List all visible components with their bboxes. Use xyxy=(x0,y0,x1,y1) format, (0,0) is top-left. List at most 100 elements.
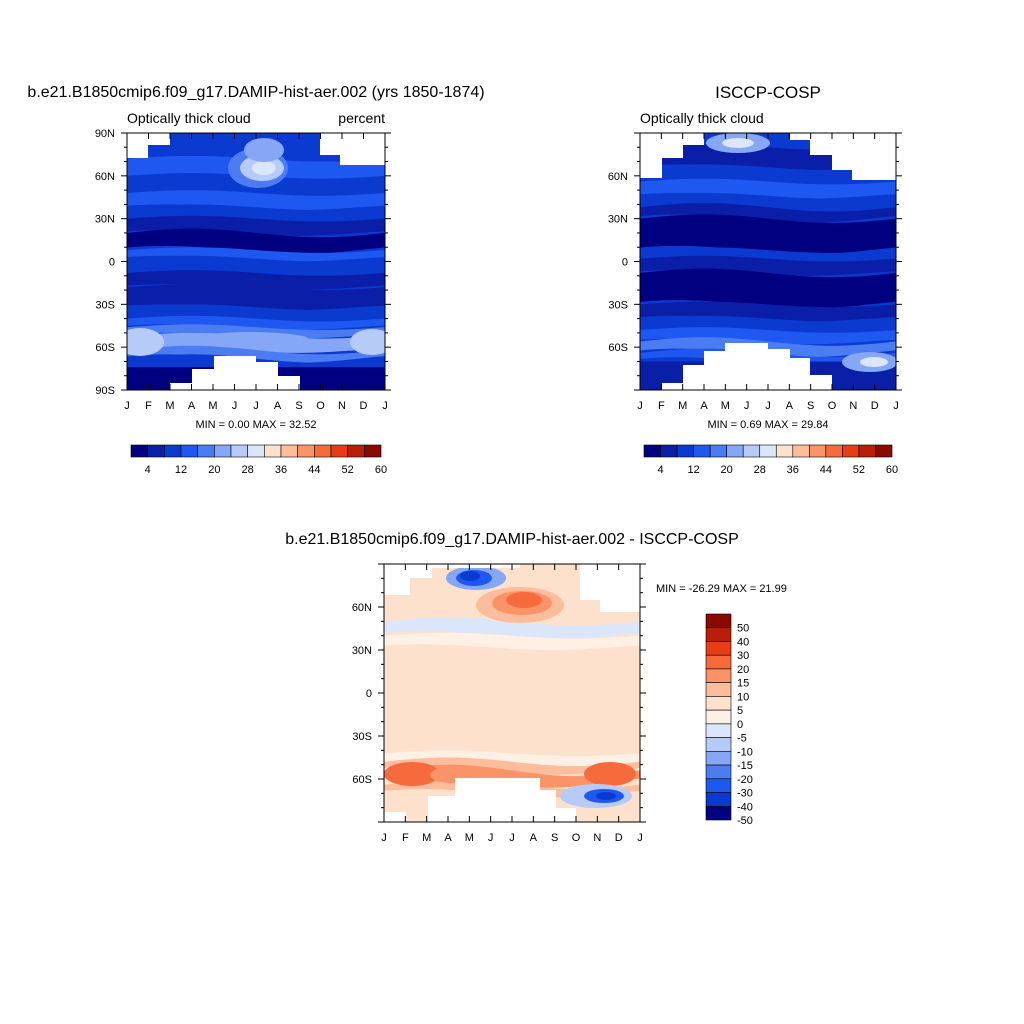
colorbar-swatch xyxy=(726,444,744,458)
contour-band xyxy=(640,214,896,255)
missing-data-mask xyxy=(127,133,170,158)
contour-blob xyxy=(722,138,754,148)
contour-blob xyxy=(584,762,636,786)
colorbar-swatch xyxy=(364,444,382,458)
colorbar-label: 12 xyxy=(687,464,699,476)
x-tick-label: J xyxy=(893,400,899,412)
obs-minmax: MIN = 0.69 MAX = 29.84 xyxy=(707,419,828,431)
x-tick-label: F xyxy=(402,832,409,844)
x-tick-label: J xyxy=(253,400,259,412)
colorbar-swatch xyxy=(759,444,777,458)
colorbar-label: 30 xyxy=(737,650,749,662)
colorbar-label: 40 xyxy=(737,636,749,648)
y-tick-label: 0 xyxy=(109,257,115,269)
colorbar-swatch xyxy=(297,444,315,458)
colorbar-label: 60 xyxy=(886,464,898,476)
contour-blob xyxy=(860,357,888,367)
missing-data-mask xyxy=(170,356,300,390)
y-tick-label: 90S xyxy=(95,385,115,397)
x-tick-label: F xyxy=(658,400,665,412)
contour-band xyxy=(640,192,896,211)
colorbar-label: 60 xyxy=(375,464,387,476)
y-tick-label: 0 xyxy=(622,257,628,269)
colorbar-swatch xyxy=(705,641,732,656)
y-tick-label: 30S xyxy=(95,299,115,311)
colorbar-swatch xyxy=(693,444,711,458)
colorbar-swatch xyxy=(676,444,694,458)
colorbar-swatch xyxy=(130,444,148,458)
colorbar-swatch xyxy=(660,444,678,458)
x-tick-label: O xyxy=(316,400,325,412)
colorbar-swatch xyxy=(247,444,265,458)
contour-band xyxy=(384,617,640,640)
diff-title: b.e21.B1850cmip6.f09_g17.DAMIP-hist-aer.… xyxy=(285,531,739,548)
colorbar-swatch xyxy=(775,444,794,458)
colorbar-label: 20 xyxy=(721,464,733,476)
x-tick-label: S xyxy=(295,400,302,412)
model-left-label: Optically thick cloud xyxy=(127,110,251,126)
colorbar-label: 44 xyxy=(308,464,320,476)
colorbar-label: 20 xyxy=(208,464,220,476)
obs-left-label: Optically thick cloud xyxy=(640,110,764,126)
x-tick-label: J xyxy=(124,400,130,412)
colorbar-swatch xyxy=(705,696,732,711)
contour-blob xyxy=(665,280,825,300)
x-tick-label: O xyxy=(572,832,581,844)
x-tick-label: J xyxy=(488,832,494,844)
contour-band xyxy=(640,301,896,322)
diff-axis-ticks: J F M A M J J A S O N D J 60S 30S 0 30N 60N xyxy=(352,563,646,844)
contour-band xyxy=(640,255,896,276)
y-tick-label: 0 xyxy=(366,688,372,700)
model-title: b.e21.B1850cmip6.f09_g17.DAMIP-hist-aer.… xyxy=(27,84,484,101)
y-tick-label: 60S xyxy=(352,774,372,786)
x-tick-label: A xyxy=(188,400,196,412)
colorbar-swatch xyxy=(705,682,732,697)
x-tick-label: J xyxy=(381,832,387,844)
contour-blob xyxy=(596,792,616,800)
x-tick-label: F xyxy=(145,400,152,412)
x-tick-label: M xyxy=(422,832,431,844)
model-right-label: percent xyxy=(338,110,385,126)
colorbar-label: -10 xyxy=(737,746,753,758)
colorbar-swatch xyxy=(875,444,893,458)
x-tick-label: J xyxy=(637,400,643,412)
colorbar-label: 5 xyxy=(737,705,743,717)
contour-band xyxy=(127,345,385,363)
colorbar-swatch xyxy=(147,444,165,458)
missing-data-mask xyxy=(790,133,896,180)
contour-blob xyxy=(460,571,480,581)
x-tick-label: J xyxy=(637,832,643,844)
colorbar-swatch xyxy=(705,668,732,683)
colorbar-swatch xyxy=(705,778,732,793)
colorbar-swatch xyxy=(705,764,732,780)
contour-band xyxy=(640,315,896,333)
x-tick-label: J xyxy=(765,400,771,412)
colorbar-swatch xyxy=(705,792,732,807)
colorbar-label: 44 xyxy=(820,464,832,476)
colorbar-label: 4 xyxy=(145,464,151,476)
contour-blob xyxy=(156,234,244,246)
colorbar-swatch xyxy=(705,627,732,642)
missing-data-mask xyxy=(580,564,640,612)
colorbar-swatch xyxy=(842,444,860,458)
x-tick-label: A xyxy=(700,400,708,412)
colorbar-swatch xyxy=(809,444,827,458)
colorbar-swatch xyxy=(709,444,727,458)
contour-band xyxy=(384,757,640,775)
missing-data-mask xyxy=(662,343,832,390)
colorbar-label: 52 xyxy=(853,464,865,476)
colorbar-label: -5 xyxy=(737,733,747,745)
colorbar-label: 28 xyxy=(242,464,254,476)
colorbar-swatch xyxy=(230,444,248,458)
y-tick-label: 90N xyxy=(95,128,115,140)
colorbar-swatch xyxy=(643,444,661,458)
colorbar-label: 50 xyxy=(737,623,749,635)
contour-blob xyxy=(506,592,542,608)
colorbar-swatch xyxy=(705,751,732,766)
missing-data-mask xyxy=(320,133,385,165)
colorbar-label: 36 xyxy=(787,464,799,476)
x-tick-label: M xyxy=(678,400,687,412)
contour-band xyxy=(127,190,385,211)
x-tick-label: D xyxy=(871,400,879,412)
